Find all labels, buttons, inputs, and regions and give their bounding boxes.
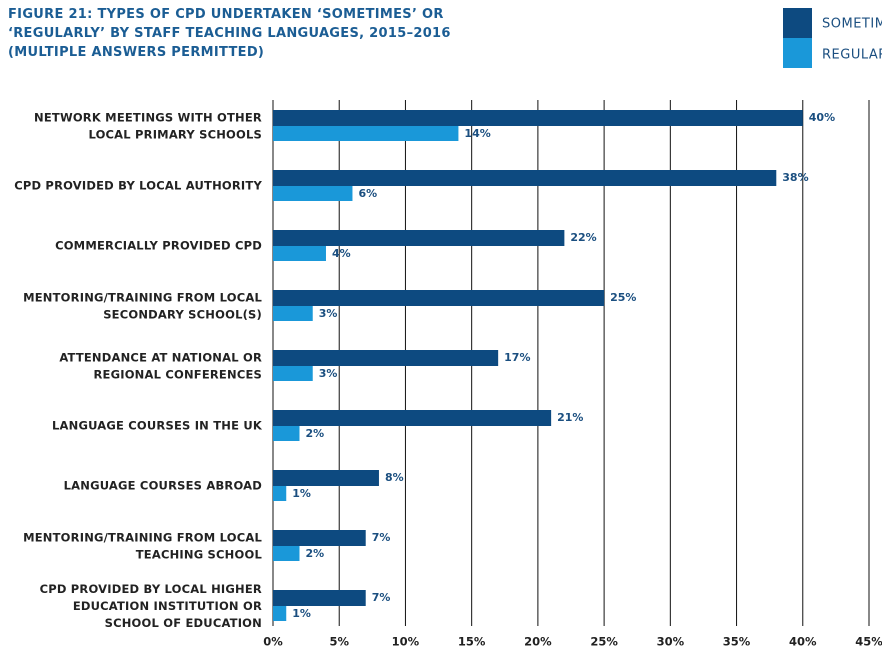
value-label: 6% (358, 187, 377, 200)
value-label: 8% (385, 471, 404, 484)
value-label: 25% (610, 291, 636, 304)
bar (273, 486, 287, 501)
bar (273, 590, 366, 606)
value-label: 1% (292, 487, 311, 500)
legend-label: SOMETIMES (822, 17, 882, 32)
bar (273, 366, 313, 381)
bar (273, 530, 366, 546)
category-label: NETWORK MEETINGS WITH OTHER LOCAL PRIMARY… (34, 110, 262, 141)
category-label: ATTENDANCE AT NATIONAL OR REGIONAL CONFER… (59, 350, 262, 381)
x-tick-label: 35% (723, 635, 751, 649)
value-label: 7% (372, 591, 391, 604)
category-label: MENTORING/TRAINING FROM LOCAL SECONDARY S… (23, 290, 262, 321)
x-tick-label: 10% (392, 635, 420, 649)
x-tick-label: 0% (263, 635, 283, 649)
value-label: 3% (319, 367, 338, 380)
category-label: CPD PROVIDED BY LOCAL AUTHORITY (14, 179, 262, 193)
bar (273, 350, 499, 366)
bar (273, 306, 313, 321)
category-label: COMMERCIALLY PROVIDED CPD (55, 239, 262, 253)
bar (273, 230, 565, 246)
x-tick-label: 25% (590, 635, 618, 649)
bar (273, 126, 459, 141)
x-tick-label: 30% (657, 635, 685, 649)
bar (273, 290, 605, 306)
x-tick-label: 20% (524, 635, 552, 649)
value-label: 17% (504, 351, 530, 364)
bar (273, 246, 326, 261)
bar (273, 470, 379, 486)
bar (273, 606, 287, 621)
value-label: 4% (332, 247, 351, 260)
bar (273, 110, 803, 126)
category-label: LANGUAGE COURSES ABROAD (64, 479, 262, 493)
bar (273, 546, 300, 561)
value-label: 7% (372, 531, 391, 544)
bar (273, 170, 777, 186)
category-label: MENTORING/TRAINING FROM LOCAL TEACHING SC… (23, 530, 262, 561)
value-label: 38% (782, 171, 808, 184)
legend-swatch (783, 8, 812, 38)
legend-swatch (783, 38, 812, 68)
value-label: 21% (557, 411, 583, 424)
bar (273, 426, 300, 441)
bar (273, 410, 552, 426)
value-label: 2% (305, 427, 324, 440)
chart-title: FIGURE 21: TYPES OF CPD UNDERTAKEN ‘SOME… (8, 7, 451, 60)
value-label: 3% (319, 307, 338, 320)
legend-label: REGULARLY (822, 48, 882, 63)
bar (273, 186, 353, 201)
value-label: 1% (292, 607, 311, 620)
category-label: LANGUAGE COURSES IN THE UK (52, 419, 263, 433)
value-label: 2% (305, 547, 324, 560)
x-tick-label: 40% (789, 635, 817, 649)
value-label: 14% (464, 127, 490, 140)
category-label: CPD PROVIDED BY LOCAL HIGHER EDUCATION IN… (40, 582, 262, 630)
x-tick-label: 45% (855, 635, 882, 649)
value-label: 40% (809, 111, 835, 124)
x-tick-label: 5% (329, 635, 349, 649)
value-label: 22% (570, 231, 596, 244)
x-tick-label: 15% (458, 635, 486, 649)
